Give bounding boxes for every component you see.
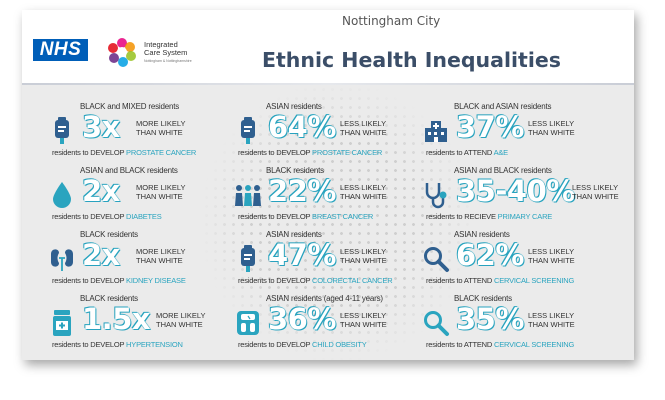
stat-prostate-cancer-asian: ASIAN residents 64% LESS LIKELY THAN WHI… [234, 102, 424, 166]
stat-footer: residents to DEVELOP PROSTATE CANCER [238, 148, 383, 157]
stat-group: BLACK residents [266, 166, 324, 175]
iv-bag-icon [241, 117, 255, 144]
stat-kidney-disease: BLACK residents 2x MORE LIKELY THAN WHIT… [48, 230, 238, 294]
magnifier-icon [424, 311, 449, 336]
stat-comparison: LESS LIKELY THAN WHITE [572, 183, 619, 201]
ics-name: Integrated Care System [144, 40, 188, 57]
stat-ae-black-asian: BLACK and ASIAN residents 37% LESS LIKEL… [422, 102, 612, 166]
stat-comparison: LESS LIKELY THAN WHITE [340, 311, 387, 329]
pill-bottle-icon [53, 310, 71, 336]
stat-outcome: PROSTATE CANCER [126, 148, 197, 157]
stat-value: 62% [456, 238, 524, 272]
iv-bag-icon [241, 245, 255, 272]
stat-comparison: LESS LIKELY THAN WHITE [340, 247, 387, 265]
stat-group: BLACK residents [454, 294, 512, 303]
stat-footer: residents to DEVELOP PROSTATE CANCER [52, 148, 197, 157]
stethoscope-icon [425, 183, 447, 209]
stat-value: 35% [456, 302, 524, 336]
stat-colorectal-cancer: ASIAN residents 47% LESS LIKELY THAN WHI… [234, 230, 424, 294]
stat-child-obesity: ASIAN residents (aged 4-11 years) 36% LE… [234, 294, 424, 358]
ics-subtitle: Nottingham & Nottinghamshire [144, 59, 192, 63]
stat-value: 22% [268, 174, 336, 208]
scale-icon [237, 311, 259, 335]
iv-bag-icon [55, 117, 69, 144]
stat-comparison: LESS LIKELY THAN WHITE [528, 247, 575, 265]
stat-comparison: LESS LIKELY THAN WHITE [528, 119, 575, 137]
stat-comparison: MORE LIKELY THAN WHITE [136, 119, 186, 137]
stat-group: ASIAN residents [454, 230, 510, 239]
stat-value: 64% [268, 110, 336, 144]
stat-group: ASIAN residents (aged 4-11 years) [266, 294, 383, 303]
stat-comparison: MORE LIKELY THAN WHITE [156, 311, 206, 329]
stat-footer: residents to ATTEND CERVICAL SCREENING [426, 276, 575, 285]
stat-comparison: LESS LIKELY THAN WHITE [340, 183, 387, 201]
stat-group: ASIAN and BLACK residents [80, 166, 178, 175]
stat-outcome: CHILD OBESITY [312, 340, 367, 349]
stat-hypertension: BLACK residents 1.5x MORE LIKELY THAN WH… [48, 294, 238, 358]
stat-footer: residents to ATTEND CERVICAL SCREENING [426, 340, 575, 349]
stat-footer: residents to DEVELOP CHILD OBESITY [238, 340, 367, 349]
stat-footer: residents to DEVELOP BREAST CANCER [238, 212, 374, 221]
hospital-icon [425, 121, 447, 142]
infographic-card: NHS Integrated Care System Nottingham & … [22, 10, 634, 360]
stat-outcome: COLORECTAL CANCER [312, 276, 393, 285]
people-icon [235, 185, 261, 206]
stat-group: BLACK residents [80, 294, 138, 303]
city-label: Nottingham City [342, 14, 441, 28]
magnifier-icon [424, 247, 449, 272]
stat-value: 2x [82, 174, 120, 208]
stat-value: 37% [456, 110, 524, 144]
stat-comparison: LESS LIKELY THAN WHITE [528, 311, 575, 329]
stat-footer: residents to DEVELOP HYPERTENSION [52, 340, 183, 349]
stat-value: 36% [268, 302, 336, 336]
stat-value: 2x [82, 238, 120, 272]
stat-primary-care: ASIAN and BLACK residents 35-40% LESS LI… [422, 166, 619, 230]
stat-prostate-cancer-black-mixed: BLACK and MIXED residents 3x MORE LIKELY… [48, 102, 238, 166]
stat-footer: residents to DEVELOP COLORECTAL CANCER [238, 276, 393, 285]
stat-group: BLACK and ASIAN residents [454, 102, 552, 111]
stat-value: 47% [268, 238, 336, 272]
stat-outcome: CERVICAL SCREENING [493, 340, 575, 349]
stat-value: 3x [82, 110, 120, 144]
stat-outcome: BREAST CANCER [312, 212, 374, 221]
stat-outcome: DIABETES [126, 212, 162, 221]
stat-breast-cancer: BLACK residents 22% LESS LIKELY THAN WHI… [234, 166, 424, 230]
header: NHS Integrated Care System Nottingham & … [22, 10, 634, 85]
stat-group: ASIAN residents [266, 102, 322, 111]
stat-comparison: MORE LIKELY THAN WHITE [136, 183, 186, 201]
stat-outcome: HYPERTENSION [126, 340, 183, 349]
stat-outcome: PROSTATE CANCER [312, 148, 383, 157]
stat-outcome: CERVICAL SCREENING [493, 276, 575, 285]
stat-diabetes: ASIAN and BLACK residents 2x MORE LIKELY… [48, 166, 238, 230]
blood-drop-icon [53, 182, 71, 208]
stat-footer: residents to DEVELOP KIDNEY DISEASE [52, 276, 186, 285]
stat-value: 1.5x [82, 302, 151, 336]
stat-comparison: MORE LIKELY THAN WHITE [136, 247, 186, 265]
stat-value: 35-40% [456, 174, 575, 208]
stat-group: BLACK and MIXED residents [80, 102, 180, 111]
stat-cervical-screening-black: BLACK residents 35% LESS LIKELY THAN WHI… [422, 294, 612, 358]
stat-footer: residents to ATTEND A&E [426, 148, 508, 157]
header-divider [22, 83, 634, 85]
page-title: Ethnic Health Inequalities [262, 48, 561, 72]
stat-cervical-screening-asian: ASIAN residents 62% LESS LIKELY THAN WHI… [422, 230, 612, 294]
stat-comparison: LESS LIKELY THAN WHITE [340, 119, 387, 137]
stat-outcome: A&E [493, 148, 509, 157]
kidneys-icon [51, 249, 73, 271]
stat-footer: residents to DEVELOP DIABETES [52, 212, 162, 221]
ics-logo-icon [108, 38, 136, 67]
stat-group: BLACK residents [80, 230, 138, 239]
stat-footer: residents to RECIEVE PRIMARY CARE [426, 212, 553, 221]
stat-group: ASIAN and BLACK residents [454, 166, 552, 175]
stat-outcome: KIDNEY DISEASE [126, 276, 186, 285]
stat-outcome: PRIMARY CARE [497, 212, 553, 221]
nhs-logo: NHS [33, 39, 88, 61]
stat-group: ASIAN residents [266, 230, 322, 239]
